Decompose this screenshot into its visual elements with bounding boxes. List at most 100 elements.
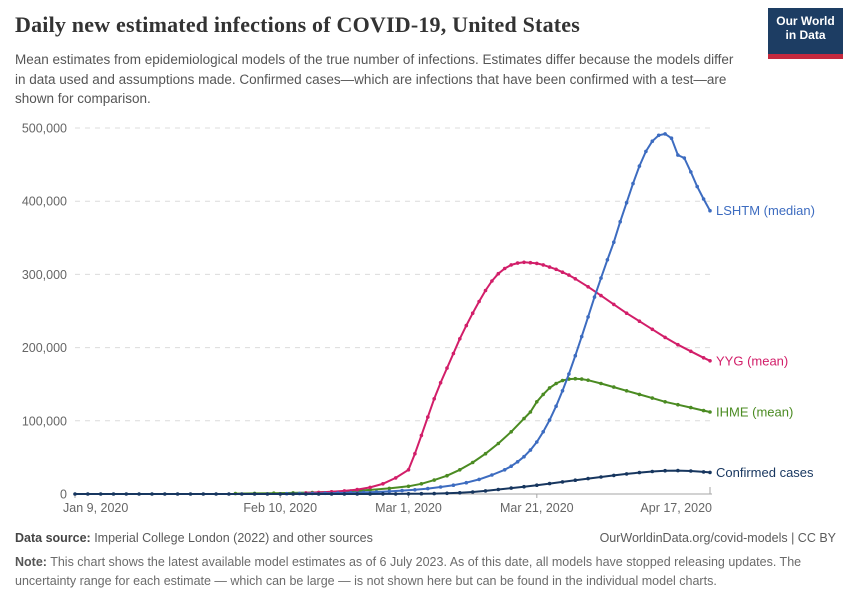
series-end-label-ihme-mean: IHME (mean) bbox=[716, 405, 793, 420]
series-confirmed-cases[interactable]: Confirmed cases bbox=[73, 465, 814, 496]
data-point bbox=[618, 219, 622, 224]
data-point bbox=[708, 208, 712, 213]
data-point bbox=[240, 492, 244, 496]
attribution-link[interactable]: OurWorldinData.org/covid-models | CC BY bbox=[599, 531, 836, 545]
data-point bbox=[644, 149, 648, 154]
data-point bbox=[252, 492, 257, 496]
data-point bbox=[368, 485, 372, 490]
data-point bbox=[650, 327, 655, 332]
data-point bbox=[502, 266, 507, 271]
series-lshtm-median[interactable]: LSHTM (median) bbox=[284, 132, 815, 496]
data-point bbox=[470, 490, 475, 494]
data-point bbox=[291, 492, 295, 496]
data-point bbox=[374, 490, 379, 494]
data-point bbox=[599, 475, 603, 479]
data-point bbox=[355, 492, 360, 496]
note-text: This chart shows the latest available mo… bbox=[15, 555, 802, 589]
data-point bbox=[483, 489, 488, 493]
data-point bbox=[470, 311, 475, 316]
data-point bbox=[599, 276, 603, 280]
data-point bbox=[355, 487, 360, 492]
data-point bbox=[490, 279, 494, 283]
data-point bbox=[676, 342, 680, 347]
data-point bbox=[535, 440, 539, 444]
data-point bbox=[509, 486, 513, 490]
y-axis-label: 100,000 bbox=[22, 414, 67, 428]
series-end-label-yyg-mean: YYG (mean) bbox=[716, 353, 788, 368]
data-point bbox=[393, 492, 398, 496]
data-point bbox=[560, 378, 565, 383]
data-point bbox=[458, 468, 462, 472]
data-point bbox=[541, 263, 545, 267]
data-point bbox=[400, 488, 404, 493]
data-point bbox=[663, 400, 667, 404]
data-point bbox=[458, 491, 462, 495]
x-axis-label: Jan 9, 2020 bbox=[63, 501, 128, 515]
line-chart[interactable]: 0 100,000 200,000 300,000 400,000 500,000 Jan … bbox=[0, 110, 850, 530]
data-point bbox=[73, 492, 77, 496]
data-point bbox=[676, 153, 680, 157]
data-point bbox=[560, 480, 565, 484]
data-point bbox=[689, 170, 693, 174]
data-point bbox=[432, 397, 437, 401]
y-axis-label: 300,000 bbox=[22, 268, 67, 282]
data-point bbox=[413, 451, 417, 456]
series-end-label-lshtm-median: LSHTM (median) bbox=[716, 203, 815, 218]
data-point bbox=[560, 270, 565, 275]
data-point bbox=[496, 271, 501, 276]
owid-logo[interactable]: Our World in Data bbox=[768, 8, 843, 59]
x-axis-label: Mar 1, 2020 bbox=[375, 501, 442, 515]
data-point bbox=[483, 288, 488, 293]
series-end-label-confirmed-cases: Confirmed cases bbox=[716, 465, 814, 480]
data-point bbox=[624, 311, 629, 316]
data-point bbox=[86, 492, 90, 496]
data-point bbox=[637, 392, 642, 397]
series-yyg-mean[interactable]: YYG (mean) bbox=[304, 260, 788, 495]
note-label: Note: bbox=[15, 555, 47, 569]
data-source-line: Data source: Imperial College London (20… bbox=[15, 531, 835, 545]
data-point bbox=[676, 402, 680, 407]
data-point bbox=[509, 464, 513, 469]
data-point bbox=[214, 492, 218, 496]
data-point bbox=[528, 448, 533, 452]
data-point bbox=[547, 481, 552, 486]
data-point bbox=[368, 492, 372, 496]
data-point bbox=[515, 261, 520, 265]
data-point bbox=[669, 136, 674, 140]
data-source-label: Data source: bbox=[15, 531, 91, 545]
series-ihme-mean[interactable]: IHME (mean) bbox=[233, 376, 794, 496]
y-axis-label: 200,000 bbox=[22, 341, 67, 355]
data-point bbox=[567, 273, 571, 277]
data-point bbox=[496, 487, 501, 492]
data-point bbox=[708, 470, 712, 475]
data-point bbox=[458, 337, 462, 341]
data-point bbox=[689, 349, 693, 354]
y-axis-label: 500,000 bbox=[22, 122, 67, 136]
data-point bbox=[586, 315, 590, 319]
data-point bbox=[163, 492, 167, 496]
data-point bbox=[509, 430, 513, 434]
x-axis-label: Apr 17, 2020 bbox=[640, 501, 712, 515]
data-point bbox=[650, 469, 655, 474]
page-title: Daily new estimated infections of COVID-… bbox=[15, 12, 581, 37]
data-point bbox=[438, 485, 443, 489]
data-point bbox=[477, 299, 481, 304]
data-point bbox=[393, 476, 398, 480]
data-point bbox=[573, 478, 578, 483]
data-point bbox=[573, 353, 578, 358]
data-point bbox=[522, 260, 526, 265]
data-point bbox=[535, 261, 539, 266]
data-point bbox=[612, 240, 616, 244]
data-point bbox=[426, 486, 430, 491]
data-point bbox=[708, 359, 712, 363]
data-point bbox=[592, 295, 597, 299]
data-point bbox=[316, 492, 321, 496]
data-point bbox=[381, 492, 385, 496]
data-point bbox=[496, 441, 501, 446]
data-point bbox=[663, 132, 667, 136]
data-point bbox=[701, 356, 706, 360]
data-point bbox=[381, 482, 385, 486]
data-point bbox=[406, 484, 411, 489]
data-point bbox=[522, 454, 526, 459]
